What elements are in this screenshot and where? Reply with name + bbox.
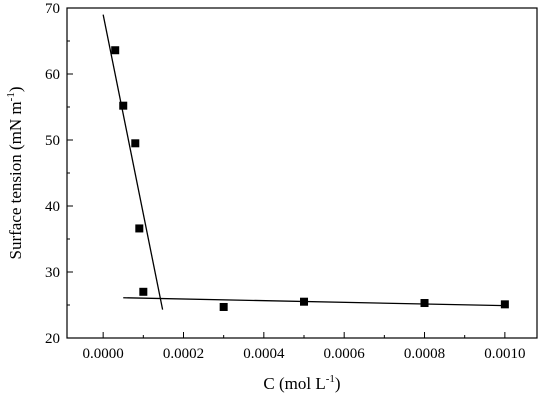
- data-point: [219, 302, 228, 311]
- y-tick-label: 50: [45, 133, 60, 149]
- data-points: [111, 46, 509, 311]
- data-point: [300, 297, 309, 306]
- plot-frame: [66, 7, 538, 339]
- x-tick-label: 0.0010: [484, 346, 525, 362]
- y-tick-label: 20: [45, 331, 60, 347]
- y-tick-label: 30: [45, 265, 60, 281]
- data-point: [139, 287, 148, 296]
- data-point: [420, 299, 429, 308]
- y-tick-label: 70: [45, 1, 60, 17]
- fit-lines: [102, 14, 505, 310]
- x-tick-label: 0.0006: [324, 346, 366, 362]
- fit-line: [123, 297, 505, 307]
- data-point: [119, 101, 128, 110]
- data-point: [135, 224, 144, 233]
- y-axis-title: Surface tension (mN m-1): [5, 87, 25, 260]
- data-point: [131, 139, 140, 148]
- x-axis-ticks: 0.0000 0.0002 0.0004 0.0006 0.0008 0.0010: [83, 332, 525, 362]
- x-tick-label: 0.0000: [83, 346, 124, 362]
- y-axis-ticks: 20 30 40 50 60 70: [45, 1, 73, 347]
- fit-line: [102, 14, 164, 310]
- data-point: [111, 46, 120, 55]
- x-axis-title: C (mol L-1): [263, 373, 340, 393]
- y-tick-label: 40: [45, 199, 60, 215]
- x-tick-label: 0.0008: [404, 346, 445, 362]
- y-tick-label: 60: [45, 67, 60, 83]
- x-tick-label: 0.0004: [243, 346, 285, 362]
- x-tick-label: 0.0002: [163, 346, 204, 362]
- data-point: [500, 300, 509, 309]
